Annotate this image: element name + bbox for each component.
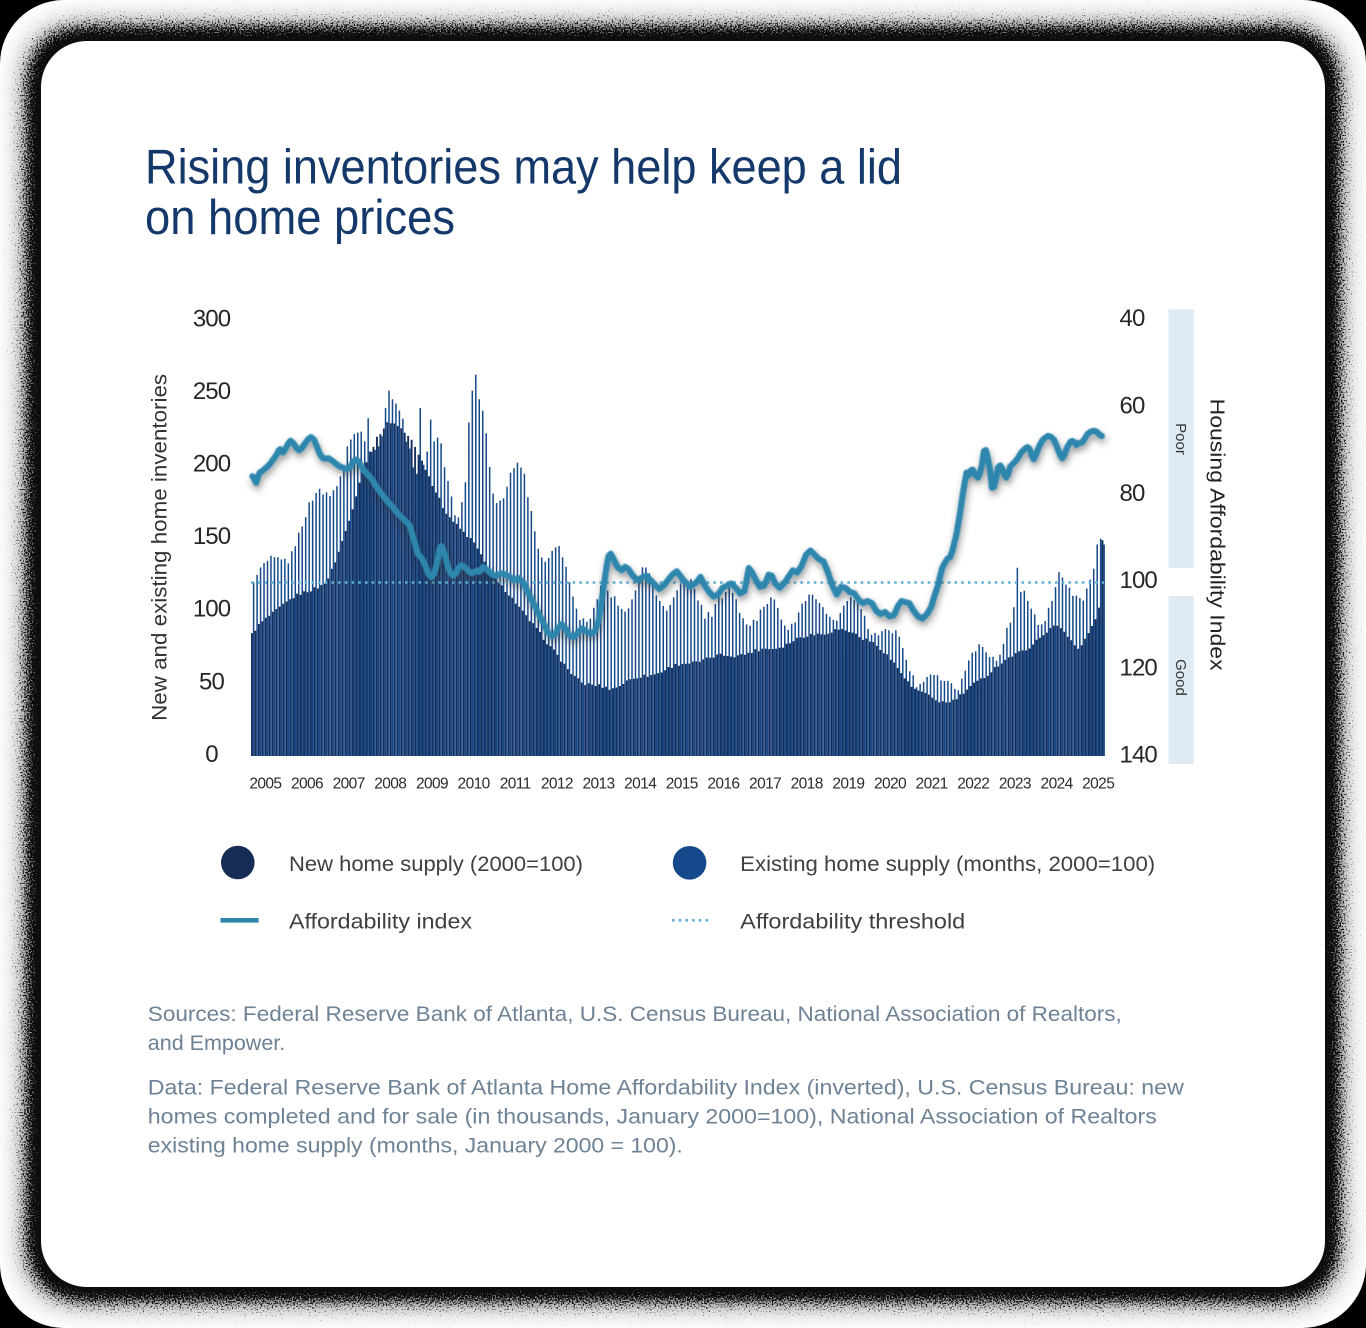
svg-text:existing home supply (months,: existing home supply (months, January 20… bbox=[148, 1134, 683, 1158]
svg-text:Affordability index: Affordability index bbox=[289, 910, 473, 933]
svg-text:300: 300 bbox=[193, 305, 231, 332]
svg-text:100: 100 bbox=[193, 596, 231, 623]
svg-text:Housing Affordability Index: Housing Affordability Index bbox=[1206, 399, 1229, 672]
svg-text:homes completed and for sale (: homes completed and for sale (in thousan… bbox=[148, 1105, 1157, 1129]
svg-text:2011: 2011 bbox=[500, 776, 531, 793]
svg-text:150: 150 bbox=[193, 523, 231, 550]
svg-text:2019: 2019 bbox=[832, 776, 864, 793]
svg-text:Rising inventories may help ke: Rising inventories may help keep a lid bbox=[145, 140, 902, 194]
svg-text:2007: 2007 bbox=[333, 776, 365, 793]
svg-text:2021: 2021 bbox=[916, 776, 948, 793]
svg-text:New home supply (2000=100): New home supply (2000=100) bbox=[289, 853, 583, 876]
svg-text:Existing home supply (months,: Existing home supply (months, 2000=100) bbox=[740, 853, 1155, 876]
svg-text:2008: 2008 bbox=[374, 776, 406, 793]
svg-text:2017: 2017 bbox=[749, 776, 781, 793]
svg-text:Data: Federal Reserve Bank of: Data: Federal Reserve Bank of Atlanta Ho… bbox=[148, 1076, 1185, 1100]
svg-text:on home prices: on home prices bbox=[145, 191, 455, 245]
svg-text:250: 250 bbox=[193, 378, 231, 405]
svg-text:2012: 2012 bbox=[541, 776, 573, 793]
svg-text:2016: 2016 bbox=[707, 776, 739, 793]
svg-text:140: 140 bbox=[1120, 742, 1158, 769]
svg-text:2020: 2020 bbox=[874, 776, 907, 793]
svg-text:50: 50 bbox=[199, 668, 224, 695]
svg-text:Sources: Federal Reserve Bank: Sources: Federal Reserve Bank of Atlanta… bbox=[148, 1002, 1122, 1026]
svg-text:100: 100 bbox=[1120, 567, 1158, 594]
svg-text:Affordability threshold: Affordability threshold bbox=[740, 910, 965, 933]
svg-text:2013: 2013 bbox=[582, 776, 614, 793]
svg-text:2015: 2015 bbox=[666, 776, 698, 793]
svg-text:2022: 2022 bbox=[957, 776, 989, 793]
svg-text:2009: 2009 bbox=[416, 776, 448, 793]
svg-text:2025: 2025 bbox=[1082, 776, 1114, 793]
svg-text:New and existing home inventor: New and existing home inventories bbox=[148, 374, 171, 721]
svg-text:and Empower.: and Empower. bbox=[148, 1031, 285, 1055]
svg-text:2024: 2024 bbox=[1041, 776, 1074, 793]
svg-text:60: 60 bbox=[1120, 393, 1145, 420]
svg-text:120: 120 bbox=[1120, 654, 1158, 681]
svg-text:2005: 2005 bbox=[249, 776, 281, 793]
svg-text:2010: 2010 bbox=[458, 776, 491, 793]
svg-text:40: 40 bbox=[1120, 305, 1145, 332]
svg-text:Poor: Poor bbox=[1172, 423, 1189, 455]
svg-text:2023: 2023 bbox=[999, 776, 1031, 793]
svg-text:200: 200 bbox=[193, 451, 231, 478]
svg-text:2014: 2014 bbox=[624, 776, 657, 793]
svg-text:80: 80 bbox=[1120, 480, 1145, 507]
svg-text:0: 0 bbox=[205, 741, 218, 768]
svg-text:2006: 2006 bbox=[291, 776, 323, 793]
svg-text:2018: 2018 bbox=[791, 776, 823, 793]
svg-text:Good: Good bbox=[1172, 659, 1189, 696]
